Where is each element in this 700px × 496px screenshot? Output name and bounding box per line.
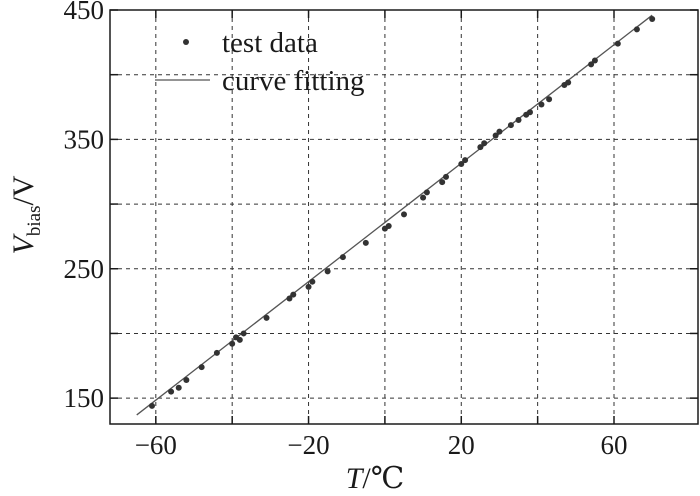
data-point bbox=[401, 211, 407, 218]
data-point bbox=[198, 364, 205, 371]
data-point bbox=[290, 291, 297, 298]
data-point bbox=[423, 189, 430, 196]
data-point bbox=[565, 79, 572, 86]
y-axis-unit: /V bbox=[7, 175, 40, 205]
data-point bbox=[546, 96, 553, 103]
axis-ticks: −60 −20 20 60 150 250 350 450 bbox=[64, 0, 698, 460]
data-point bbox=[443, 173, 449, 180]
data-point bbox=[538, 101, 545, 108]
data-point bbox=[462, 157, 469, 164]
data-point bbox=[236, 336, 243, 343]
data-point bbox=[591, 57, 598, 64]
data-point bbox=[385, 223, 392, 230]
legend-label-test-data: test data bbox=[222, 27, 318, 59]
data-point bbox=[614, 40, 621, 47]
y-axis-label: Vbias/V bbox=[7, 175, 45, 254]
legend-label-curve-fitting: curve fitting bbox=[222, 65, 365, 97]
data-point bbox=[481, 140, 488, 147]
data-point bbox=[362, 239, 369, 246]
y-tick-label: 250 bbox=[64, 254, 105, 284]
data-point bbox=[527, 109, 533, 116]
data-point bbox=[420, 194, 427, 201]
data-point bbox=[439, 179, 446, 186]
data-point bbox=[183, 377, 190, 384]
data-point bbox=[309, 278, 316, 285]
data-point bbox=[492, 132, 499, 139]
data-point bbox=[229, 340, 236, 347]
x-axis-unit: /℃ bbox=[362, 462, 404, 495]
data-point bbox=[649, 16, 656, 23]
data-point bbox=[477, 144, 484, 151]
data-point bbox=[496, 128, 503, 135]
svg-text:T/℃: T/℃ bbox=[346, 462, 405, 495]
plot-frame bbox=[109, 9, 699, 425]
data-point bbox=[263, 314, 270, 321]
legend-marker-test-data bbox=[183, 39, 189, 45]
data-point bbox=[633, 26, 640, 33]
data-point bbox=[240, 330, 247, 337]
data-point bbox=[339, 254, 346, 261]
data-point bbox=[305, 283, 312, 290]
data-point bbox=[458, 160, 465, 167]
data-point bbox=[149, 402, 155, 409]
x-tick-label: −60 bbox=[135, 430, 177, 460]
y-axis-symbol: V bbox=[7, 232, 40, 254]
x-axis-symbol: T bbox=[346, 462, 365, 495]
x-tick-label: −20 bbox=[287, 430, 329, 460]
svg-text:Vbias/V: Vbias/V bbox=[7, 175, 45, 254]
y-tick-label: 450 bbox=[64, 0, 105, 25]
x-tick-label: 60 bbox=[601, 430, 628, 460]
plot-series bbox=[136, 14, 656, 416]
data-point bbox=[168, 388, 175, 395]
legend: test data curve fitting bbox=[155, 27, 365, 97]
y-tick-label: 150 bbox=[64, 383, 105, 413]
data-point bbox=[507, 122, 514, 129]
data-point bbox=[213, 349, 220, 356]
y-tick-label: 350 bbox=[64, 124, 105, 154]
y-axis-subscript: bias bbox=[24, 206, 45, 237]
data-point bbox=[324, 268, 331, 275]
x-axis-label: T/℃ bbox=[346, 462, 405, 495]
data-point bbox=[175, 384, 182, 391]
data-point bbox=[588, 61, 595, 68]
data-point bbox=[286, 295, 293, 302]
x-tick-label: 20 bbox=[448, 430, 475, 460]
data-point bbox=[515, 116, 522, 123]
